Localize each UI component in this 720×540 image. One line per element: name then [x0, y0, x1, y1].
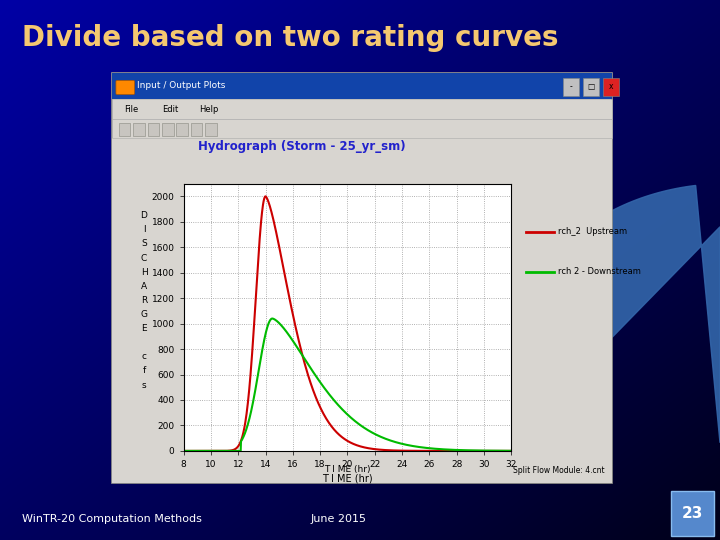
Text: G: G: [140, 310, 148, 319]
Text: R: R: [141, 296, 147, 305]
Text: File: File: [125, 105, 139, 113]
Text: E: E: [141, 324, 147, 333]
FancyBboxPatch shape: [603, 78, 619, 96]
FancyBboxPatch shape: [583, 78, 599, 96]
FancyBboxPatch shape: [112, 99, 612, 119]
Text: □: □: [588, 83, 595, 91]
Text: Input / Output Plots: Input / Output Plots: [137, 82, 225, 90]
Text: June 2015: June 2015: [310, 514, 366, 524]
Text: D: D: [140, 211, 148, 220]
Text: 23: 23: [682, 506, 703, 521]
Text: Hydrograph (Storm - 25_yr_sm): Hydrograph (Storm - 25_yr_sm): [198, 140, 405, 153]
Text: rch_2  Upstream: rch_2 Upstream: [558, 227, 627, 236]
Text: x: x: [609, 83, 613, 91]
FancyBboxPatch shape: [563, 78, 579, 96]
FancyBboxPatch shape: [133, 123, 145, 136]
FancyBboxPatch shape: [191, 123, 202, 136]
FancyBboxPatch shape: [205, 123, 217, 136]
Text: f: f: [143, 367, 145, 375]
Text: Help: Help: [199, 105, 219, 113]
FancyBboxPatch shape: [112, 73, 612, 483]
Text: H: H: [140, 268, 148, 276]
Text: Divide based on two rating curves: Divide based on two rating curves: [22, 24, 558, 52]
Text: c: c: [142, 352, 146, 361]
Text: Edit: Edit: [162, 105, 179, 113]
FancyBboxPatch shape: [112, 138, 612, 483]
FancyBboxPatch shape: [176, 123, 188, 136]
FancyBboxPatch shape: [112, 119, 612, 138]
Text: C: C: [141, 253, 147, 262]
Text: I: I: [143, 225, 145, 234]
Text: -: -: [570, 83, 572, 91]
FancyBboxPatch shape: [148, 123, 159, 136]
Text: S: S: [141, 239, 147, 248]
Polygon shape: [526, 185, 720, 443]
FancyBboxPatch shape: [119, 123, 130, 136]
Text: T I ME (hr): T I ME (hr): [324, 465, 371, 474]
Text: WinTR-20 Computation Methods: WinTR-20 Computation Methods: [22, 514, 202, 524]
Text: rch 2 - Downstream: rch 2 - Downstream: [558, 267, 641, 276]
Text: A: A: [141, 282, 147, 291]
FancyBboxPatch shape: [162, 123, 174, 136]
FancyBboxPatch shape: [671, 491, 714, 536]
Text: s: s: [142, 381, 146, 389]
Text: Split Flow Module: 4.cnt: Split Flow Module: 4.cnt: [513, 466, 605, 475]
FancyBboxPatch shape: [116, 80, 135, 94]
X-axis label: T I ME (hr): T I ME (hr): [322, 473, 373, 483]
FancyBboxPatch shape: [112, 73, 612, 99]
